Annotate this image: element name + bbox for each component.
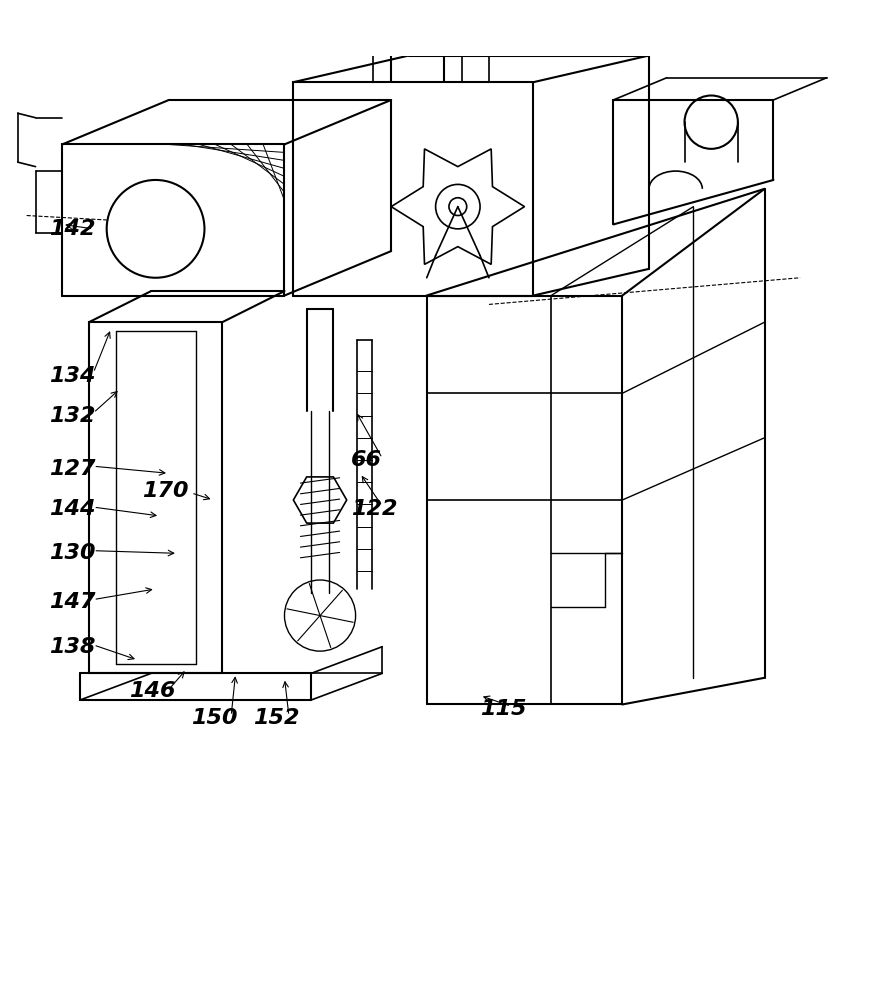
Text: 138: 138	[49, 637, 95, 657]
Text: 146: 146	[129, 681, 175, 701]
Text: 130: 130	[49, 543, 95, 563]
Text: 144: 144	[49, 499, 95, 519]
Text: 134: 134	[49, 366, 95, 386]
Text: 132: 132	[49, 406, 95, 426]
Text: 150: 150	[191, 708, 237, 728]
Text: 170: 170	[142, 481, 188, 501]
Text: 127: 127	[49, 459, 95, 479]
Text: 142: 142	[49, 219, 95, 239]
Text: 152: 152	[253, 708, 300, 728]
Text: 122: 122	[351, 499, 397, 519]
Text: 115: 115	[480, 699, 526, 719]
Text: 66: 66	[351, 450, 382, 470]
Text: 147: 147	[49, 592, 95, 612]
